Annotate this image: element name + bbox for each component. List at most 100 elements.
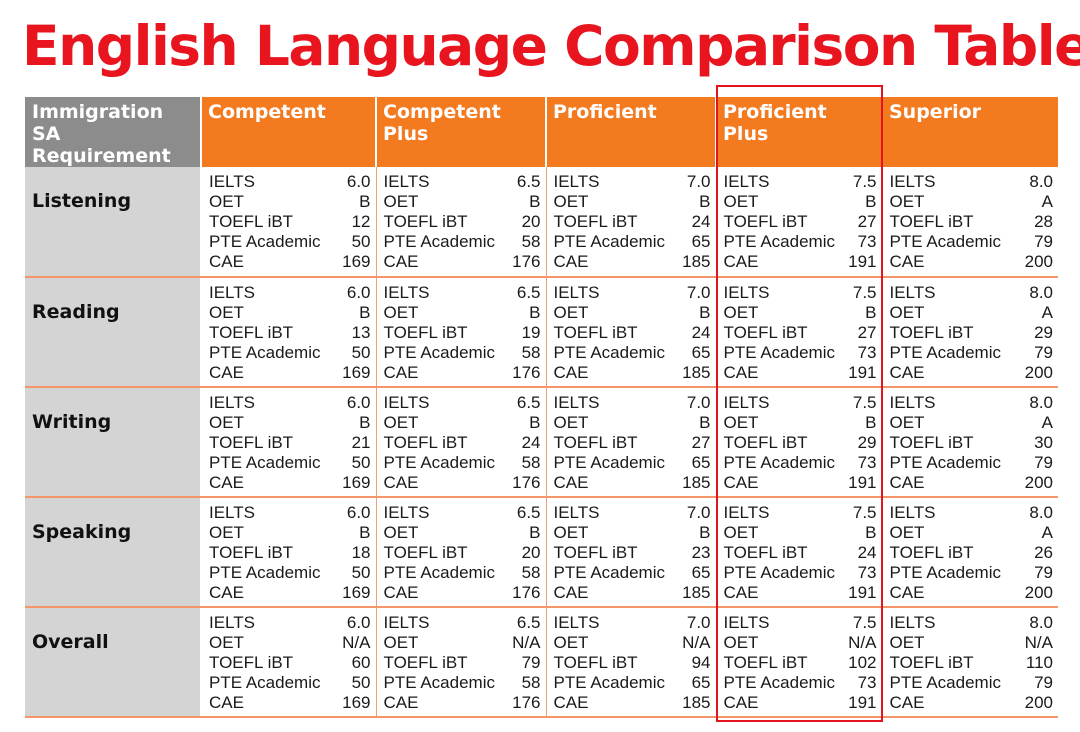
test-name: PTE Academic: [723, 232, 836, 251]
score-line: PTE Academic 73: [724, 453, 877, 473]
test-name: TOEFL iBT: [723, 543, 808, 562]
test-name: TOEFL iBT: [383, 433, 468, 452]
score-line: IELTS 8.0: [890, 172, 1054, 192]
score-cell-superior: IELTS 8.0 OET A TOEFL iBT 30 PTE Academic 79 CAE…: [882, 387, 1058, 498]
test-name: IELTS: [889, 283, 936, 302]
test-score: A: [1041, 523, 1053, 542]
test-score: 6.5: [516, 613, 541, 632]
score-line: TOEFL iBT 29: [724, 433, 877, 453]
table-row-writing: Writing IELTS 6.0 OET B TOEFL iBT 21 PTE Academ…: [25, 387, 1058, 498]
score-line: CAE 200: [890, 693, 1054, 713]
test-name: OET: [723, 303, 759, 322]
proficient-plus-highlight-box: [716, 85, 883, 722]
test-score: 79: [521, 653, 541, 672]
test-name: OET: [889, 303, 925, 322]
score-line: TOEFL iBT 26: [890, 543, 1054, 563]
score-line: TOEFL iBT 110: [890, 653, 1054, 673]
test-name: OET: [209, 633, 244, 652]
score-line: OET B: [724, 523, 877, 543]
test-name: OET: [723, 192, 759, 211]
score-line: IELTS 6.0: [209, 503, 371, 523]
test-name: TOEFL iBT: [383, 543, 468, 562]
test-name: CAE: [553, 363, 589, 382]
test-score: 7.5: [852, 393, 877, 412]
test-name: PTE Academic: [723, 343, 836, 362]
score-line: PTE Academic 73: [724, 563, 877, 583]
test-name: IELTS: [889, 613, 936, 632]
test-name: TOEFL iBT: [209, 653, 294, 672]
test-name: OET: [383, 192, 419, 211]
test-score: 169: [342, 473, 371, 492]
score-line: PTE Academic 79: [890, 563, 1054, 583]
test-score: 200: [1024, 583, 1053, 602]
score-cell-competent-plus: IELTS 6.5 OET B TOEFL iBT 24 PTE Academic 58 CAE…: [376, 387, 547, 498]
score-line: IELTS 6.5: [384, 283, 541, 303]
table-row-overall: Overall IELTS 6.0 OET N/A TOEFL iBT 60 PTE Acad…: [25, 607, 1058, 718]
test-score: 200: [1024, 363, 1053, 382]
test-score: 169: [342, 583, 371, 602]
score-line: PTE Academic 65: [554, 232, 711, 252]
score-line: CAE 176: [384, 363, 541, 383]
test-name: OET: [889, 413, 925, 432]
test-score: 7.0: [686, 393, 711, 412]
test-score: 6.0: [346, 172, 371, 191]
score-line: PTE Academic 73: [724, 232, 877, 252]
test-score: 169: [342, 252, 371, 271]
test-score: B: [529, 192, 541, 211]
test-name: TOEFL iBT: [723, 433, 808, 452]
test-score: 13: [351, 323, 371, 342]
test-score: 12: [351, 212, 371, 231]
test-score: 79: [1034, 232, 1053, 251]
test-name: CAE: [553, 252, 589, 271]
test-score: 8.0: [1029, 503, 1053, 522]
score-line: OET B: [384, 413, 541, 433]
test-score: 200: [1024, 693, 1053, 712]
test-name: CAE: [723, 583, 759, 602]
score-line: CAE 169: [209, 473, 371, 493]
test-score: 79: [1034, 673, 1053, 692]
test-score: 27: [857, 212, 877, 231]
test-name: PTE Academic: [553, 563, 666, 582]
test-score: 27: [691, 433, 711, 452]
test-score: 50: [351, 673, 371, 692]
test-score: 185: [682, 363, 711, 382]
score-line: TOEFL iBT 18: [209, 543, 371, 563]
score-line: CAE 185: [554, 583, 711, 603]
score-line: IELTS 7.0: [554, 503, 711, 523]
header-requirement: Immigration SA Requirement: [25, 97, 202, 167]
score-line: PTE Academic 50: [209, 343, 371, 363]
test-score: 23: [691, 543, 711, 562]
score-line: OET B: [724, 413, 877, 433]
score-cell-competent-plus: IELTS 6.5 OET B TOEFL iBT 20 PTE Academic 58 CAE…: [376, 167, 547, 278]
test-score: B: [359, 303, 371, 322]
test-name: OET: [553, 192, 589, 211]
score-line: IELTS 6.5: [384, 393, 541, 413]
test-name: OET: [383, 413, 419, 432]
test-score: 24: [521, 433, 541, 452]
test-name: TOEFL iBT: [889, 653, 974, 672]
test-name: PTE Academic: [209, 563, 321, 582]
score-line: CAE 176: [384, 693, 541, 713]
score-line: TOEFL iBT 27: [554, 433, 711, 453]
test-score: 79: [1034, 453, 1053, 472]
test-score: 30: [1034, 433, 1053, 452]
test-score: 29: [857, 433, 877, 452]
test-name: IELTS: [209, 172, 255, 191]
test-name: IELTS: [383, 503, 430, 522]
score-line: OET N/A: [554, 633, 711, 653]
test-score: 7.5: [852, 172, 877, 191]
test-name: CAE: [209, 473, 244, 492]
score-line: OET B: [384, 523, 541, 543]
score-line: TOEFL iBT 24: [554, 323, 711, 343]
score-line: PTE Academic 65: [554, 343, 711, 363]
test-name: CAE: [889, 693, 925, 712]
test-score: 6.0: [346, 393, 371, 412]
test-name: OET: [723, 523, 759, 542]
test-score: 200: [1024, 252, 1053, 271]
test-score: 176: [512, 473, 541, 492]
test-name: IELTS: [383, 283, 430, 302]
test-score: 169: [342, 693, 371, 712]
test-name: OET: [889, 523, 925, 542]
score-cell-competent: IELTS 6.0 OET N/A TOEFL iBT 60 PTE Academic 50 C…: [201, 607, 377, 718]
score-line: IELTS 6.5: [384, 613, 541, 633]
